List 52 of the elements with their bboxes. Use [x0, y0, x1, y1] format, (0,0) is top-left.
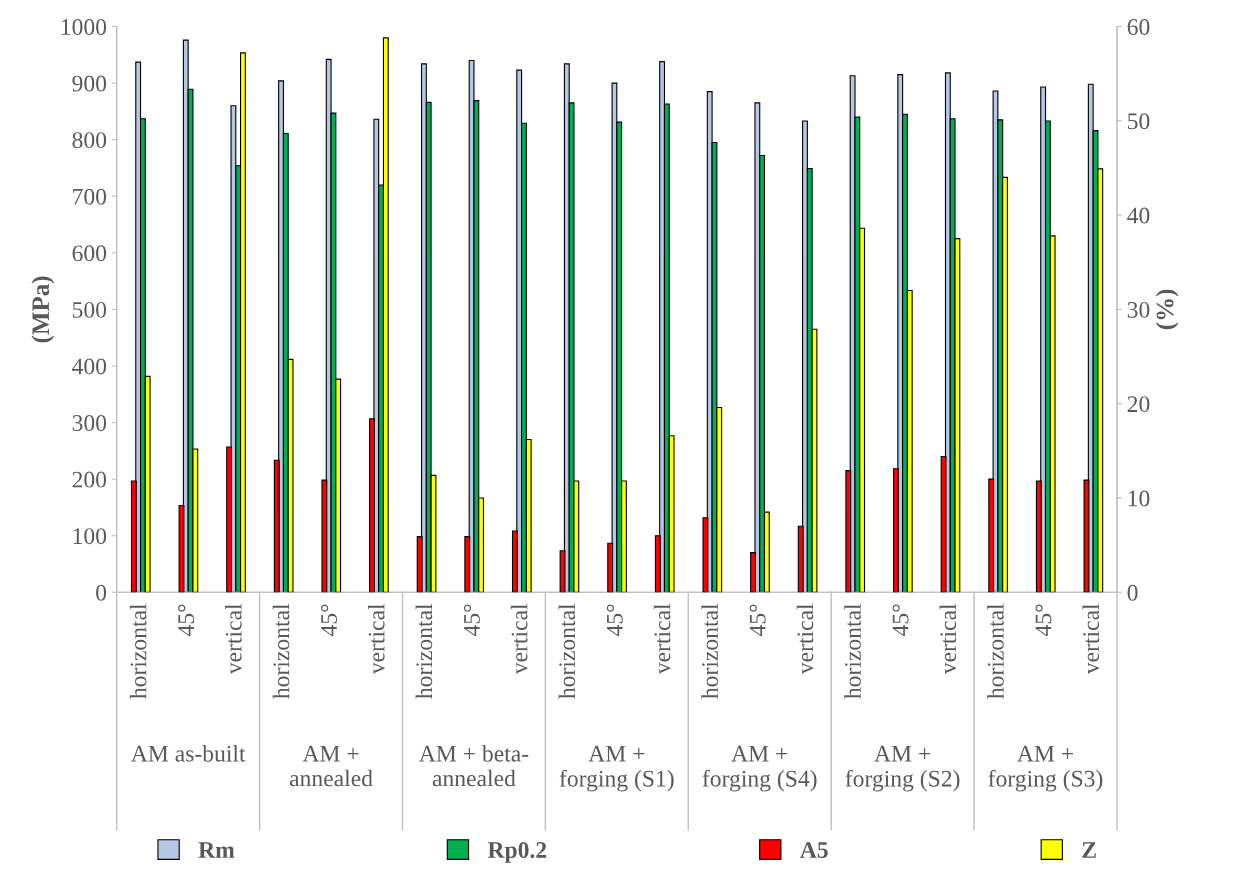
y2-tick-label: 20 — [1127, 396, 1150, 413]
y-tick-label: 800 — [72, 132, 107, 149]
text: AM + forging (S3) — [988, 745, 1103, 792]
y2-tick-label: 10 — [1128, 490, 1150, 507]
text: AM as-built — [131, 745, 246, 762]
x-tick-label: 45° — [749, 604, 766, 636]
y2-tick-label: 30 — [1127, 301, 1150, 318]
x-tick-label: horizontal — [129, 603, 147, 699]
x-tick-label: horizontal — [987, 603, 1004, 699]
legend-label: Z — [1082, 842, 1096, 858]
y2-tick-label: 40 — [1127, 207, 1150, 224]
x-tick-label: 45° — [1035, 604, 1052, 636]
legend-label: Rp0.2 — [487, 842, 547, 863]
text: AM + beta- annealed — [419, 745, 529, 787]
x-tick-label: vertical — [796, 603, 814, 675]
x-tick-label: horizontal — [272, 603, 290, 699]
y-tick-label: 400 — [72, 358, 107, 375]
y2-tick-label: 0 — [1127, 584, 1138, 601]
text: AM + forging (S1) — [559, 745, 674, 792]
x-tick-label: vertical — [225, 603, 242, 675]
y-tick-label: 0 — [96, 584, 107, 601]
x-tick-label: horizontal — [415, 603, 433, 699]
y-tick-label: 600 — [72, 245, 107, 262]
x-tick-label: 45° — [178, 604, 195, 636]
text: AM + forging (S4) — [702, 745, 817, 792]
y-tick-label: 200 — [72, 471, 107, 488]
text: AM + annealed — [289, 745, 373, 787]
y-tick-label: 900 — [72, 75, 107, 92]
x-tick-label: 45° — [321, 604, 337, 636]
x-tick-label: vertical — [1082, 603, 1100, 675]
y2-tick-label: 60 — [1127, 19, 1150, 35]
x-tick-label: 45° — [606, 604, 623, 636]
x-tick-label: vertical — [653, 603, 671, 675]
x-tick-label: horizontal — [701, 603, 718, 699]
y-tick-label: 100 — [73, 528, 107, 545]
x-tick-label: horizontal — [558, 603, 576, 699]
x-tick-label: 45° — [892, 604, 909, 636]
y2-axis-title: (%) — [1155, 289, 1179, 330]
x-tick-label: vertical — [367, 603, 385, 675]
y-tick-label: 700 — [73, 188, 107, 205]
x-tick-label: horizontal — [844, 603, 861, 699]
legend-label: A5 — [800, 842, 828, 858]
legend-label: Rm — [198, 842, 235, 858]
y-tick-label: 500 — [72, 301, 107, 318]
y-tick-label: 1000 — [61, 19, 107, 35]
y2-tick-label: 50 — [1128, 113, 1150, 130]
x-tick-label: vertical — [939, 603, 957, 675]
x-tick-label: vertical — [510, 603, 528, 675]
x-tick-label: 45° — [463, 604, 480, 636]
y-axis-title: (MPa) — [31, 276, 55, 343]
y-tick-label: 300 — [72, 415, 107, 431]
text: AM + forging (S2) — [845, 745, 960, 792]
